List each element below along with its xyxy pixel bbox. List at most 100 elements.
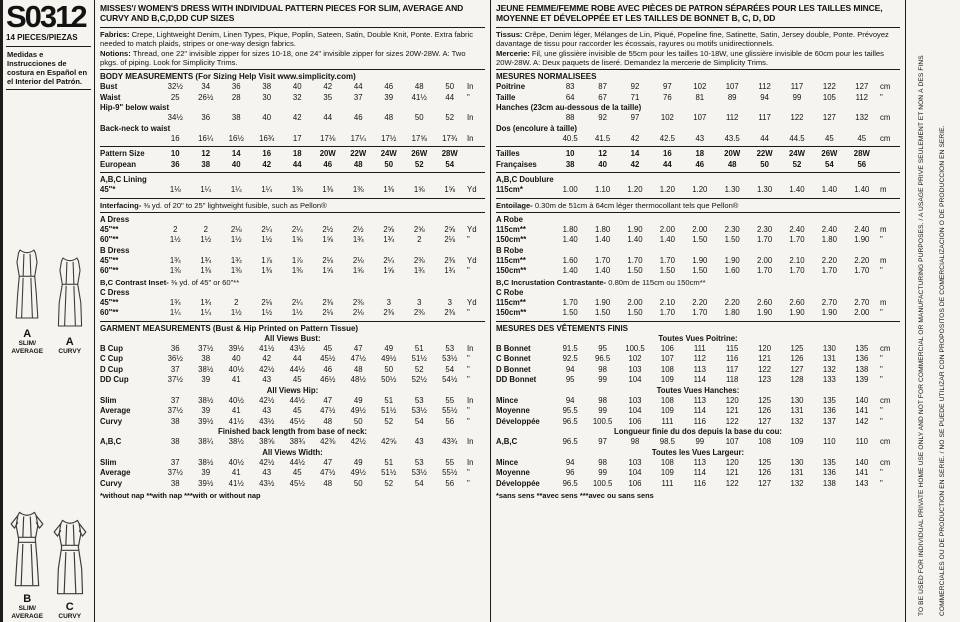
row-label: Pattern Size [100,149,145,158]
sub-heading: Finished back length from base of neck: [217,427,368,436]
value-cell: 46 [323,364,333,374]
value-cell: 52 [445,113,455,122]
value-cell: 47 [323,395,333,405]
value-cell: 1¼ [200,185,212,194]
value-cell: 43½ [259,416,275,426]
value-cell: 49 [353,395,363,405]
value-cell: 97 [598,437,607,446]
value-cell: 96.5 [595,354,611,363]
row-label: DD Cup [100,375,129,384]
value-cell: 51½ [381,468,397,477]
value-cell: 2⅝ [383,224,395,234]
unit-cell: In [467,113,474,122]
row-label: Mince [496,395,519,405]
value-cell: 83 [565,82,575,91]
value-cell: 1¼ [169,308,181,317]
measurement-row: A,B,C 38 38¼ 38½ 38⅝ 38¾ 42⅜ 42½ 42⅝ 43 43¾ In [100,437,485,448]
value-cell: 1⅞ [261,255,273,265]
value-cell: 136 [855,354,869,363]
value-cell: 1.50 [595,308,611,317]
value-cell: 109 [660,375,674,384]
value-cell: 1⅜ [230,266,242,275]
value-cell: 136 [822,406,836,415]
value-cell: 52 [384,416,394,426]
measurement-row: D Bonnet 94 98 103 108 113 117 122 127 132 138 " [496,365,900,376]
value-cell: 54 [445,364,455,374]
unit-cell: " [467,468,470,477]
value-cell: 25 [170,92,180,102]
value-cell: 2½ [322,224,334,234]
value-cell: 41 [231,406,241,415]
row-label: Waist [100,92,121,102]
value-cell: 37 [170,364,180,374]
value-cell: 128 [790,375,804,384]
value-cell: 48 [323,416,333,426]
row-label: B Bonnet [496,343,531,353]
value-cell: 54 [414,416,424,426]
value-cell: 1½ [291,308,303,317]
unit-cell: " [880,235,883,244]
value-cell: 3 [417,297,422,307]
value-cell: 1.70 [757,235,773,244]
value-cell: 121 [758,354,772,363]
value-cell: 111 [661,478,674,488]
value-cell: 64 [565,92,575,102]
value-cell: 46½ [320,375,336,384]
value-cell: 50 [414,113,424,122]
value-cell: 1½ [261,308,273,317]
value-cell: 38 [170,478,180,488]
value-cell: 1.30 [724,185,740,194]
value-cell: 126 [758,406,772,415]
value-cell: 1.70 [789,266,805,275]
value-cell: 44 [760,133,769,143]
value-cell: 2 [173,224,178,234]
value-cell: 113 [693,457,707,467]
value-cell: 42 [323,82,333,91]
value-cell: 1⅜ [169,266,181,275]
value-cell: 76 [663,92,672,102]
value-cell: 1.40 [821,185,837,194]
value-cell: 32 [292,92,302,102]
paragraph: Interfacing- ⅜ yd. of 20" to 25" lightwe… [100,200,327,210]
value-cell: 18 [695,149,705,158]
unit-cell: " [880,92,883,102]
value-cell: 1¾ [383,235,395,244]
value-cell: 50 [384,159,394,169]
value-cell: 42⅝ [381,437,397,446]
value-cell: 98.5 [659,437,675,446]
value-cell: 48 [353,364,363,374]
value-cell: 43¾ [442,437,458,446]
value-cell: 122 [725,416,739,426]
value-cell: 51 [384,395,394,405]
value-cell: 103 [628,395,642,405]
value-cell: 1⅝ [413,185,425,194]
value-cell: 1.40 [659,235,675,244]
value-cell: 46 [695,159,705,169]
section-heading: MESURES NORMALISEES [496,72,597,81]
measurement-row: Bust 32½ 34 36 38 40 42 44 46 48 50 In [100,82,485,93]
value-cell: 38 [170,437,180,446]
value-cell: 2.30 [724,224,740,234]
value-cell: 122 [725,478,739,488]
divider [496,27,900,28]
value-cell: 48 [384,113,394,122]
row-group-label: B Dress [100,245,130,255]
value-cell: 39½ [198,416,214,426]
value-cell: 42⅜ [320,437,336,446]
value-cell: 1.90 [595,297,611,307]
row-label: 115cm** [496,297,526,307]
value-cell: 121 [725,406,739,415]
value-cell: 96.5 [562,437,578,446]
column-title: JEUNE FEMME/FEMME ROBE AVEC PIÈCES DE PA… [496,3,883,23]
value-cell: 109 [660,468,674,477]
paragraph-label: Notions: [100,49,133,58]
value-cell: 1.90 [627,224,643,234]
value-cell: 24W [788,149,806,158]
value-cell: 125 [790,343,804,353]
value-cell: 2⅜ [444,255,456,265]
value-cell: 2⅜ [322,297,334,307]
value-cell: 44½ [289,395,305,405]
measurement-row: Développée 96.5 100.5 106 111 116 122 127 132 137… [496,417,900,428]
value-cell: 127 [758,416,772,426]
unit-cell: In [467,82,474,91]
